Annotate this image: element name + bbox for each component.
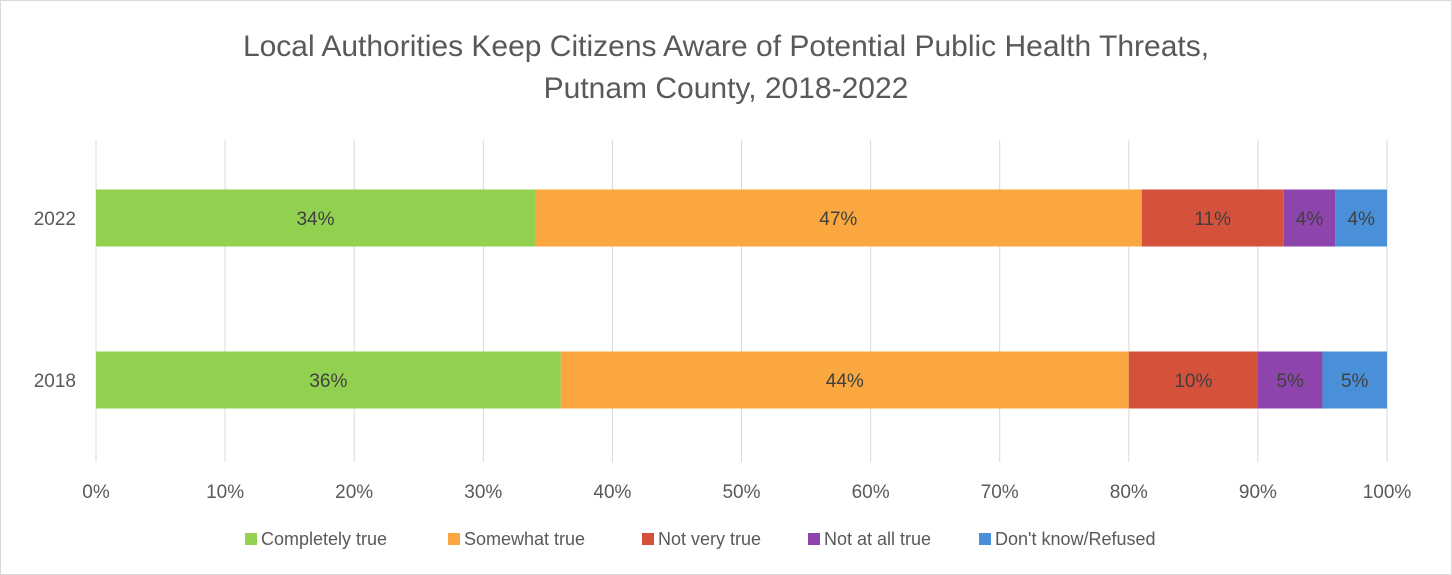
data-label: 44% xyxy=(826,371,864,392)
x-tick-label: 10% xyxy=(206,482,244,503)
bar-segment xyxy=(1335,189,1387,247)
legend-label: Completely true xyxy=(261,529,387,549)
data-label: 34% xyxy=(296,209,334,230)
bar-segment xyxy=(1257,351,1323,409)
x-tick-label: 0% xyxy=(82,482,110,503)
x-tick-label: 80% xyxy=(1110,482,1148,503)
x-tick-label: 50% xyxy=(722,482,760,503)
bar-segment xyxy=(534,189,1142,247)
data-label: 4% xyxy=(1296,209,1324,230)
chart-title-line-1: Local Authorities Keep Citizens Aware of… xyxy=(243,30,1209,63)
x-tick-label: 30% xyxy=(464,482,502,503)
bar-segment xyxy=(96,351,561,409)
gridlines xyxy=(95,140,1388,462)
x-tick-label: 20% xyxy=(335,482,373,503)
bar-segment xyxy=(1322,351,1387,409)
x-tick-label: 90% xyxy=(1239,482,1277,503)
category-label: 2022 xyxy=(34,209,76,230)
chart-title-line-2: Putnam County, 2018-2022 xyxy=(544,72,909,105)
legend-swatch xyxy=(808,533,820,545)
x-tick-label: 100% xyxy=(1363,482,1412,503)
legend-label: Don't know/Refused xyxy=(995,529,1156,549)
category-labels: 2022 2018 xyxy=(34,209,76,392)
data-label: 47% xyxy=(819,209,857,230)
bar-segment xyxy=(560,351,1129,409)
legend-swatch xyxy=(448,533,460,545)
chart-title: Local Authorities Keep Citizens Aware of… xyxy=(243,30,1209,105)
legend-swatch xyxy=(642,533,654,545)
data-label: 36% xyxy=(309,371,347,392)
bars: 34% 47% 11% 4% 4% 36% 44% 10% 5% 5% xyxy=(96,189,1387,409)
legend: Completely true Somewhat true Not very tru… xyxy=(245,529,1156,549)
category-label: 2018 xyxy=(34,371,76,392)
legend-swatch xyxy=(979,533,991,545)
legend-swatch xyxy=(245,533,257,545)
data-label: 11% xyxy=(1194,209,1231,230)
data-label: 4% xyxy=(1347,209,1375,230)
bar-segment xyxy=(1141,189,1284,247)
bar-segment xyxy=(1128,351,1258,409)
legend-label: Somewhat true xyxy=(464,529,585,549)
legend-label: Not at all true xyxy=(824,529,931,549)
data-label: 10% xyxy=(1174,371,1212,392)
bar-segment xyxy=(1283,189,1336,247)
data-label: 5% xyxy=(1276,371,1304,392)
x-tick-label: 70% xyxy=(981,482,1019,503)
bar-segment xyxy=(96,189,535,247)
x-tick-label: 40% xyxy=(593,482,631,503)
legend-label: Not very true xyxy=(658,529,761,549)
data-label: 5% xyxy=(1341,371,1369,392)
x-axis-tick-labels: 0% 10% 20% 30% 40% 50% 60% 70% 80% 90% 100% xyxy=(82,482,1411,503)
x-tick-label: 60% xyxy=(852,482,890,503)
